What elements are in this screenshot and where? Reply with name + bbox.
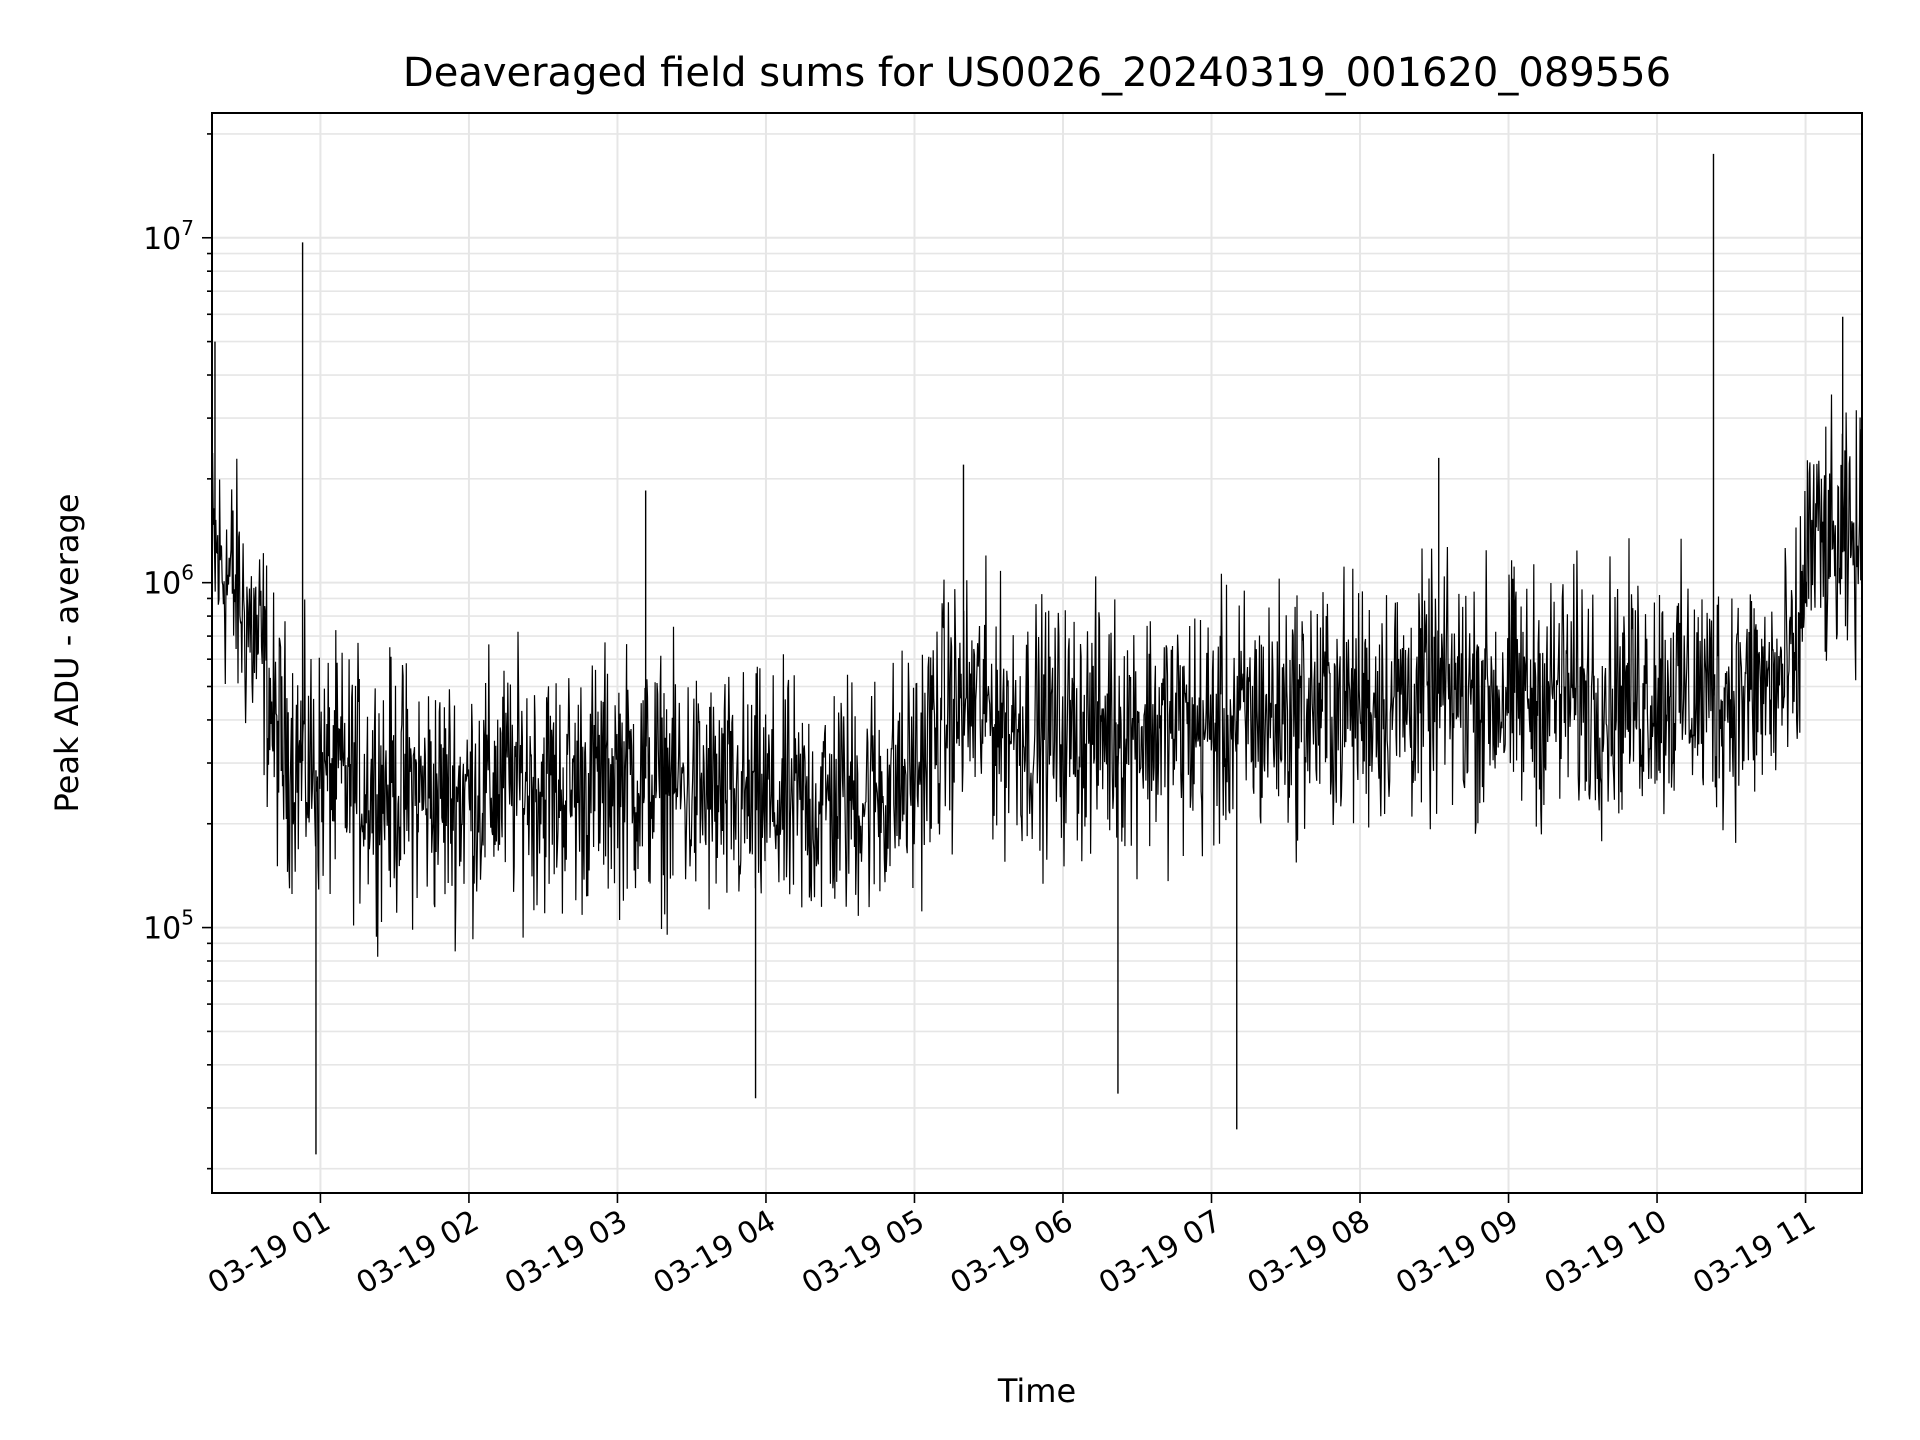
x-axis-title: Time: [997, 1372, 1076, 1410]
y-tick-label: 106: [143, 561, 194, 602]
y-tick-label: 105: [143, 906, 194, 947]
chart-title: Deaveraged field sums for US0026_2024031…: [403, 50, 1671, 96]
series-line: [211, 394, 1863, 957]
plot-frame: [211, 112, 1863, 1194]
y-tick-label: 107: [143, 216, 194, 257]
plot-series: [211, 153, 1863, 1155]
y-axis-title: Peak ADU - average: [48, 494, 86, 813]
